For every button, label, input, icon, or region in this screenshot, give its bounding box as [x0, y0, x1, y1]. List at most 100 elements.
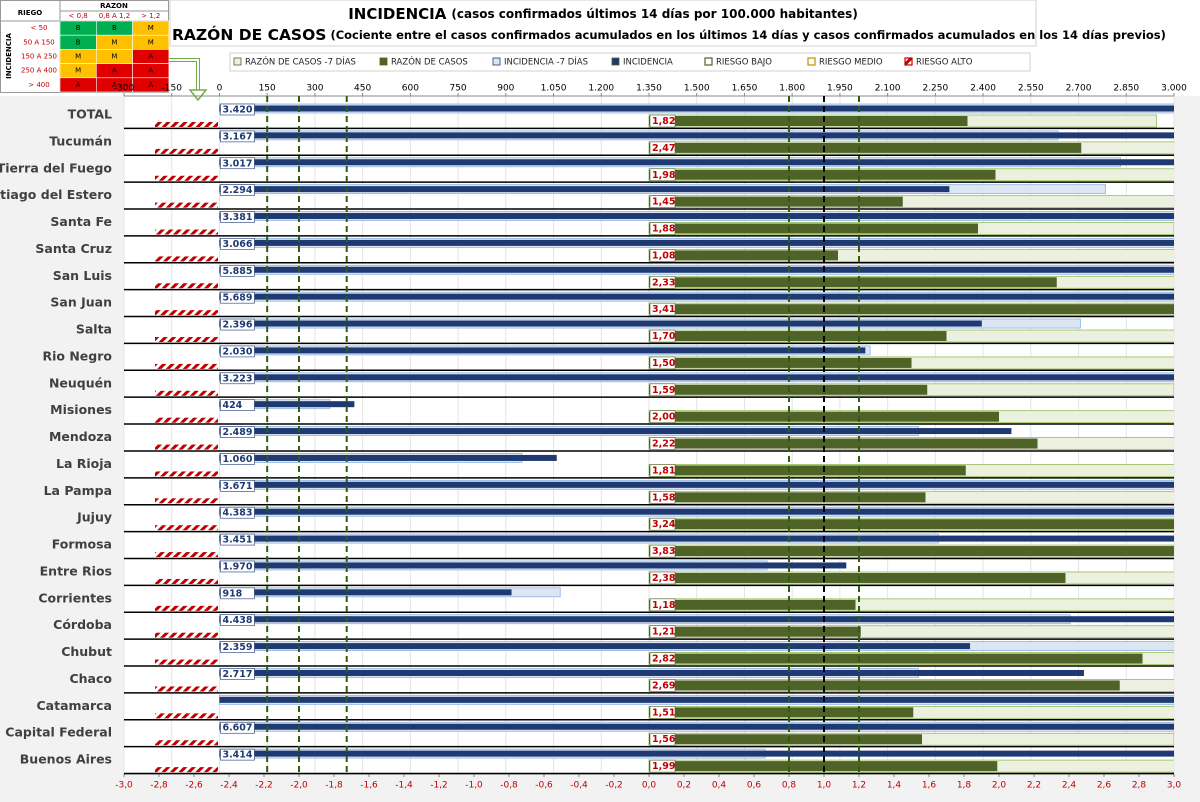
bar: [649, 331, 947, 342]
bar: [219, 132, 1174, 139]
category-label: Chubut: [61, 644, 112, 659]
label-box: [220, 614, 255, 627]
matrix-cell-label: M: [148, 24, 154, 32]
label-box: [220, 721, 255, 734]
data-label: 1,81: [652, 465, 675, 476]
bar: [219, 428, 1012, 435]
data-label: 1,82: [652, 116, 675, 127]
data-label: 2.030: [222, 346, 252, 357]
category-label: Tucumán: [49, 133, 112, 148]
matrix-rows-title: INCIDENCIA: [5, 33, 13, 79]
data-label: 1,58: [652, 492, 676, 503]
bar: [219, 589, 512, 596]
x2-tick-label: 1,4: [887, 781, 902, 791]
x-tick-label: 0: [217, 84, 223, 94]
category-label: Rio Negro: [43, 348, 113, 363]
label-box: [220, 587, 255, 600]
x-tick-label: 750: [449, 84, 466, 94]
category-label: TOTAL: [68, 107, 112, 122]
category-label: San Juan: [50, 295, 112, 310]
legend-swatch: [807, 57, 816, 66]
bar: [649, 116, 968, 126]
data-label: 6.607: [222, 723, 252, 734]
legend-label: INCIDENCIA: [623, 58, 673, 68]
category-label: Corrientes: [38, 590, 112, 605]
bar: [649, 680, 1120, 691]
data-label: 918: [222, 588, 242, 599]
bar: [649, 304, 1174, 315]
matrix-column: > 1,2: [141, 12, 160, 20]
category-label: Misiones: [50, 402, 112, 417]
risk-hatch: [155, 740, 218, 746]
risk-hatch: [155, 229, 218, 235]
data-label: 1,99: [652, 761, 675, 772]
data-label: 2.294: [222, 185, 252, 196]
label-box: [220, 453, 255, 465]
legend-label: RIESGO ALTO: [916, 58, 973, 68]
risk-hatch: [155, 578, 218, 584]
bar: [649, 546, 1174, 557]
matrix-cell-label: A: [76, 81, 81, 89]
bar: [219, 105, 1174, 112]
x-tick-label: 1.800: [779, 84, 805, 94]
legend-label: RAZÓN DE CASOS: [391, 56, 468, 68]
data-label: 3.420: [222, 105, 252, 116]
category-label: Santa Cruz: [35, 241, 112, 256]
label-box: [649, 544, 676, 558]
bar: [219, 320, 982, 327]
x-tick-label: 2.700: [1066, 84, 1092, 94]
data-label: 3.671: [222, 481, 252, 492]
label-box: [649, 679, 676, 692]
label-box: [649, 759, 676, 773]
x2-tick-label: 1,8: [957, 781, 972, 791]
bar: [649, 653, 1143, 664]
subtitle: RAZÓN DE CASOS: [172, 25, 326, 44]
data-label: 1.970: [222, 561, 252, 572]
data-label: 1,18: [652, 600, 676, 611]
label-box: [649, 302, 676, 316]
x-tick-label: -300: [114, 84, 135, 94]
x2-tick-label: 2,8: [1132, 781, 1147, 791]
data-label: 4.438: [222, 615, 252, 626]
matrix-cell: [132, 77, 170, 93]
label-box: [220, 103, 255, 116]
matrix-row: 250 A 400: [21, 67, 57, 75]
x-tick-label: 2.550: [1018, 84, 1044, 94]
label-box: [220, 426, 255, 438]
data-label: 2.717: [222, 669, 252, 680]
label-box: [649, 114, 676, 128]
x2-tick-label: -2,0: [290, 781, 308, 791]
label-box: [220, 184, 255, 196]
x-tick-label: 2.100: [875, 84, 901, 94]
x-tick-label: 1.050: [541, 84, 567, 94]
category-label: Catamarca: [37, 698, 113, 713]
x2-tick-label: 0,6: [747, 781, 762, 791]
bar: [219, 696, 1174, 703]
label-box: [649, 329, 676, 343]
legend-swatch: [611, 57, 620, 66]
data-label: 3.381: [222, 212, 252, 223]
title: INCIDENCIA: [348, 5, 447, 23]
bar: [219, 643, 971, 650]
bar: [649, 438, 1038, 449]
risk-hatch: [155, 390, 218, 396]
category-label: Formosa: [52, 537, 112, 552]
data-label: 5.689: [222, 293, 252, 304]
matrix-row: 150 A 250: [21, 53, 57, 61]
data-label: 2,47: [652, 143, 675, 154]
bar: [219, 239, 1174, 246]
label-box: [649, 517, 676, 531]
data-label: 3.223: [222, 373, 252, 384]
matrix-row: > 400: [28, 81, 49, 89]
risk-hatch: [155, 686, 218, 692]
data-label: 2,38: [652, 573, 676, 584]
risk-hatch: [155, 632, 218, 638]
bar: [219, 616, 1174, 623]
label-box: [649, 571, 676, 585]
matrix-cell-label: M: [148, 38, 154, 46]
label-box: [220, 264, 255, 277]
data-label: 1,98: [652, 170, 676, 181]
label-box: [220, 318, 255, 331]
category-label: Chaco: [69, 671, 112, 686]
risk-hatch: [155, 337, 218, 343]
